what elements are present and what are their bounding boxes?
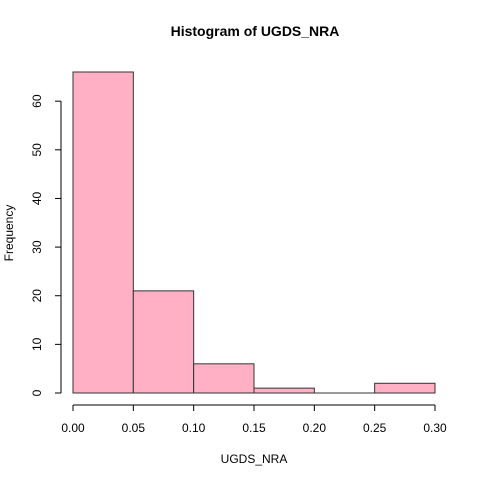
histogram-bar-5 xyxy=(374,382,436,394)
x-tick-label-6: 0.30 xyxy=(423,421,447,435)
x-tick-label-5: 0.25 xyxy=(363,421,387,435)
histogram-bar-3 xyxy=(253,387,315,394)
x-tick-label-4: 0.20 xyxy=(303,421,327,435)
histogram-bar-1 xyxy=(132,290,195,394)
y-tick-label-6: 60 xyxy=(30,94,44,108)
y-tick-label-5: 50 xyxy=(30,143,44,157)
x-tick-label-3: 0.15 xyxy=(242,421,266,435)
x-axis-label: UGDS_NRA xyxy=(221,452,288,466)
x-tick-label-0: 0.00 xyxy=(61,421,85,435)
x-tick-label-2: 0.10 xyxy=(182,421,206,435)
y-tick-label-0: 0 xyxy=(30,389,44,396)
y-tick-label-1: 10 xyxy=(30,337,44,351)
x-axis: 0.00 0.05 0.10 0.15 0.20 0.25 0.30 xyxy=(61,404,447,435)
y-axis-label: Frequency xyxy=(2,205,16,262)
chart-title: Histogram of UGDS_NRA xyxy=(171,23,340,39)
y-axis: 0 10 20 30 40 50 60 xyxy=(30,94,62,396)
bars-group xyxy=(72,71,436,394)
y-tick-label-4: 40 xyxy=(30,191,44,205)
y-tick-label-2: 20 xyxy=(30,289,44,303)
histogram-bar-2 xyxy=(193,363,255,394)
y-tick-label-3: 30 xyxy=(30,240,44,254)
histogram-bar-0 xyxy=(72,71,134,394)
x-tick-label-1: 0.05 xyxy=(122,421,146,435)
